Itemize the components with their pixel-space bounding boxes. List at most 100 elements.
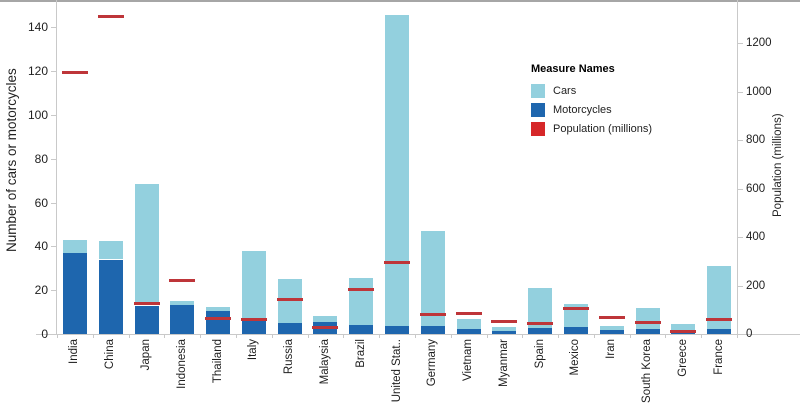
right-axis-tick bbox=[737, 237, 743, 238]
left-axis-line bbox=[56, 0, 57, 334]
population-mark-malaysia[interactable] bbox=[312, 326, 339, 330]
left-axis-tick bbox=[51, 246, 57, 248]
bar-motorcycles-russia[interactable] bbox=[277, 323, 302, 334]
right-axis-line bbox=[737, 0, 738, 334]
bar-motorcycles-france[interactable] bbox=[707, 329, 732, 334]
bar-cars-united-stat[interactable] bbox=[385, 15, 409, 327]
bar-motorcycles-myanmar[interactable] bbox=[492, 330, 517, 334]
left-axis-tick-label: 20 bbox=[34, 283, 48, 298]
right-axis-tick bbox=[737, 334, 743, 335]
bar-cars-myanmar[interactable] bbox=[492, 327, 517, 331]
legend-title: Measure Names bbox=[531, 63, 615, 75]
bar-motorcycles-italy[interactable] bbox=[241, 320, 266, 334]
population-mark-russia[interactable] bbox=[276, 297, 303, 301]
population-mark-thailand[interactable] bbox=[205, 317, 232, 321]
bar-cars-brazil[interactable] bbox=[349, 278, 374, 326]
x-axis-label-brazil: Brazil bbox=[354, 339, 367, 368]
bar-motorcycles-spain[interactable] bbox=[528, 327, 553, 334]
bar-motorcycles-china[interactable] bbox=[98, 259, 123, 334]
x-axis-label-greece: Greece bbox=[676, 339, 689, 377]
population-mark-indonesia[interactable] bbox=[169, 279, 196, 283]
x-axis-tick bbox=[128, 334, 130, 338]
bar-cars-china[interactable] bbox=[98, 240, 123, 260]
x-axis-label-china: China bbox=[104, 339, 117, 370]
bar-cars-vietnam[interactable] bbox=[456, 318, 481, 329]
population-mark-france[interactable] bbox=[706, 318, 733, 321]
bar-cars-russia[interactable] bbox=[277, 279, 302, 323]
population-mark-greece[interactable] bbox=[670, 329, 697, 333]
bar-cars-thailand[interactable] bbox=[206, 307, 231, 312]
right-axis-tick bbox=[737, 285, 743, 287]
bar-motorcycles-thailand[interactable] bbox=[206, 311, 231, 334]
left-axis-tick bbox=[51, 27, 57, 29]
legend-item-motorcycles[interactable]: Motorcycles bbox=[531, 103, 652, 117]
x-axis-tick bbox=[450, 334, 452, 338]
right-axis-tick-label: 400 bbox=[746, 231, 766, 243]
x-axis-label-malaysia: Malaysia bbox=[318, 339, 331, 385]
legend-item-population[interactable]: Population (millions) bbox=[531, 122, 652, 136]
right-axis-tick-label: 0 bbox=[746, 328, 753, 340]
left-axis-tick-label: 40 bbox=[34, 239, 48, 254]
legend-item-cars[interactable]: Cars bbox=[531, 84, 652, 98]
motorcycles-swatch-icon bbox=[531, 103, 545, 117]
x-axis-tick bbox=[307, 334, 309, 338]
population-mark-india[interactable] bbox=[61, 70, 88, 74]
bar-motorcycles-united-stat[interactable] bbox=[385, 326, 409, 334]
population-mark-china[interactable] bbox=[97, 15, 124, 18]
bar-cars-indonesia[interactable] bbox=[170, 301, 195, 305]
left-axis-tick bbox=[51, 158, 57, 160]
population-mark-italy[interactable] bbox=[240, 318, 267, 322]
population-swatch-icon bbox=[531, 122, 545, 136]
population-mark-south-korea[interactable] bbox=[634, 320, 661, 324]
x-axis-tick bbox=[701, 334, 703, 338]
bar-motorcycles-mexico[interactable] bbox=[563, 327, 588, 334]
population-mark-myanmar[interactable] bbox=[491, 320, 518, 324]
left-axis-tick bbox=[51, 290, 57, 292]
bar-motorcycles-india[interactable] bbox=[62, 252, 87, 334]
bar-motorcycles-iran[interactable] bbox=[599, 329, 624, 334]
x-axis-label-germany: Germany bbox=[426, 339, 439, 387]
x-axis-label-japan: Japan bbox=[140, 339, 152, 371]
left-axis-tick bbox=[51, 202, 57, 204]
bar-cars-spain[interactable] bbox=[528, 288, 553, 328]
bar-cars-japan[interactable] bbox=[134, 183, 159, 306]
population-mark-iran[interactable] bbox=[598, 315, 625, 319]
right-axis-tick bbox=[737, 43, 743, 45]
x-axis-label-france: France bbox=[712, 339, 725, 375]
bar-motorcycles-brazil[interactable] bbox=[349, 325, 374, 334]
population-mark-brazil[interactable] bbox=[348, 287, 375, 291]
left-axis-tick bbox=[51, 114, 57, 116]
legend: Measure Names Cars Motorcycles Populatio… bbox=[531, 63, 652, 141]
population-mark-japan[interactable] bbox=[133, 301, 160, 305]
x-axis-label-thailand: Thailand bbox=[211, 339, 224, 384]
bar-cars-italy[interactable] bbox=[241, 250, 266, 321]
population-mark-mexico[interactable] bbox=[562, 306, 589, 310]
population-mark-united-stat[interactable] bbox=[384, 260, 410, 264]
x-axis-tick bbox=[486, 334, 488, 338]
bar-motorcycles-germany[interactable] bbox=[420, 325, 445, 334]
right-axis-tick-label: 1200 bbox=[746, 37, 772, 50]
bar-motorcycles-indonesia[interactable] bbox=[170, 304, 195, 334]
bar-cars-germany[interactable] bbox=[420, 231, 445, 326]
x-axis-label-myanmar: Myanmar bbox=[497, 339, 510, 387]
right-axis-tick bbox=[737, 188, 743, 190]
bar-cars-south-korea[interactable] bbox=[635, 307, 660, 329]
population-mark-germany[interactable] bbox=[419, 312, 446, 316]
population-mark-spain[interactable] bbox=[527, 322, 554, 326]
x-axis-label-indonesia: Indonesia bbox=[175, 339, 188, 389]
bar-motorcycles-vietnam[interactable] bbox=[456, 328, 481, 334]
population-mark-vietnam[interactable] bbox=[455, 312, 482, 316]
bar-cars-iran[interactable] bbox=[599, 325, 624, 330]
x-axis-label-vietnam: Vietnam bbox=[462, 339, 475, 381]
bar-cars-india[interactable] bbox=[62, 239, 87, 253]
x-axis-tick bbox=[522, 334, 524, 338]
right-axis-tick-label: 1000 bbox=[746, 85, 772, 98]
bar-motorcycles-south-korea[interactable] bbox=[635, 328, 660, 334]
bottom-axis-line bbox=[36, 334, 800, 335]
bar-cars-greece[interactable] bbox=[671, 324, 696, 332]
bar-motorcycles-japan[interactable] bbox=[134, 305, 159, 334]
bar-cars-malaysia[interactable] bbox=[313, 316, 338, 323]
plot-area bbox=[57, 0, 737, 334]
x-axis-tick bbox=[271, 334, 273, 338]
